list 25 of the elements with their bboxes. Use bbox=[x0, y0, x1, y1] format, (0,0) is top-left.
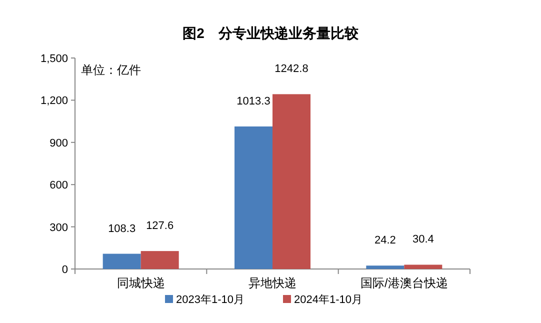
legend-label: 2023年1-10月 bbox=[176, 294, 244, 306]
y-tick-label: 600 bbox=[50, 180, 68, 192]
x-tick-label: 同城快递 bbox=[116, 276, 165, 290]
bar bbox=[140, 251, 179, 269]
data-label: 30.4 bbox=[412, 234, 434, 246]
data-label: 127.6 bbox=[146, 220, 174, 232]
y-tick-label: 0 bbox=[62, 264, 68, 276]
x-tick-label: 异地快递 bbox=[248, 276, 296, 290]
bar bbox=[234, 126, 272, 269]
bar bbox=[102, 254, 141, 269]
y-tick-label: 300 bbox=[50, 222, 68, 234]
chart-title: 图2 分专业快递业务量比较 bbox=[182, 25, 360, 41]
y-tick-label: 1,200 bbox=[40, 95, 68, 108]
bar bbox=[272, 94, 310, 269]
y-tick-label: 900 bbox=[50, 137, 68, 150]
legend-label: 2024年1-10月 bbox=[294, 294, 362, 306]
data-label: 1013.3 bbox=[236, 95, 270, 108]
data-label: 108.3 bbox=[108, 222, 136, 235]
data-label: 24.2 bbox=[374, 234, 396, 247]
y-tick-label: 1,500 bbox=[40, 53, 68, 65]
bar bbox=[366, 266, 404, 269]
data-label: 1242.8 bbox=[274, 63, 308, 76]
bar bbox=[404, 264, 442, 269]
annotation: 单位：亿件 bbox=[81, 63, 141, 77]
x-tick-label: 国际/港澳台快递 bbox=[360, 276, 448, 290]
